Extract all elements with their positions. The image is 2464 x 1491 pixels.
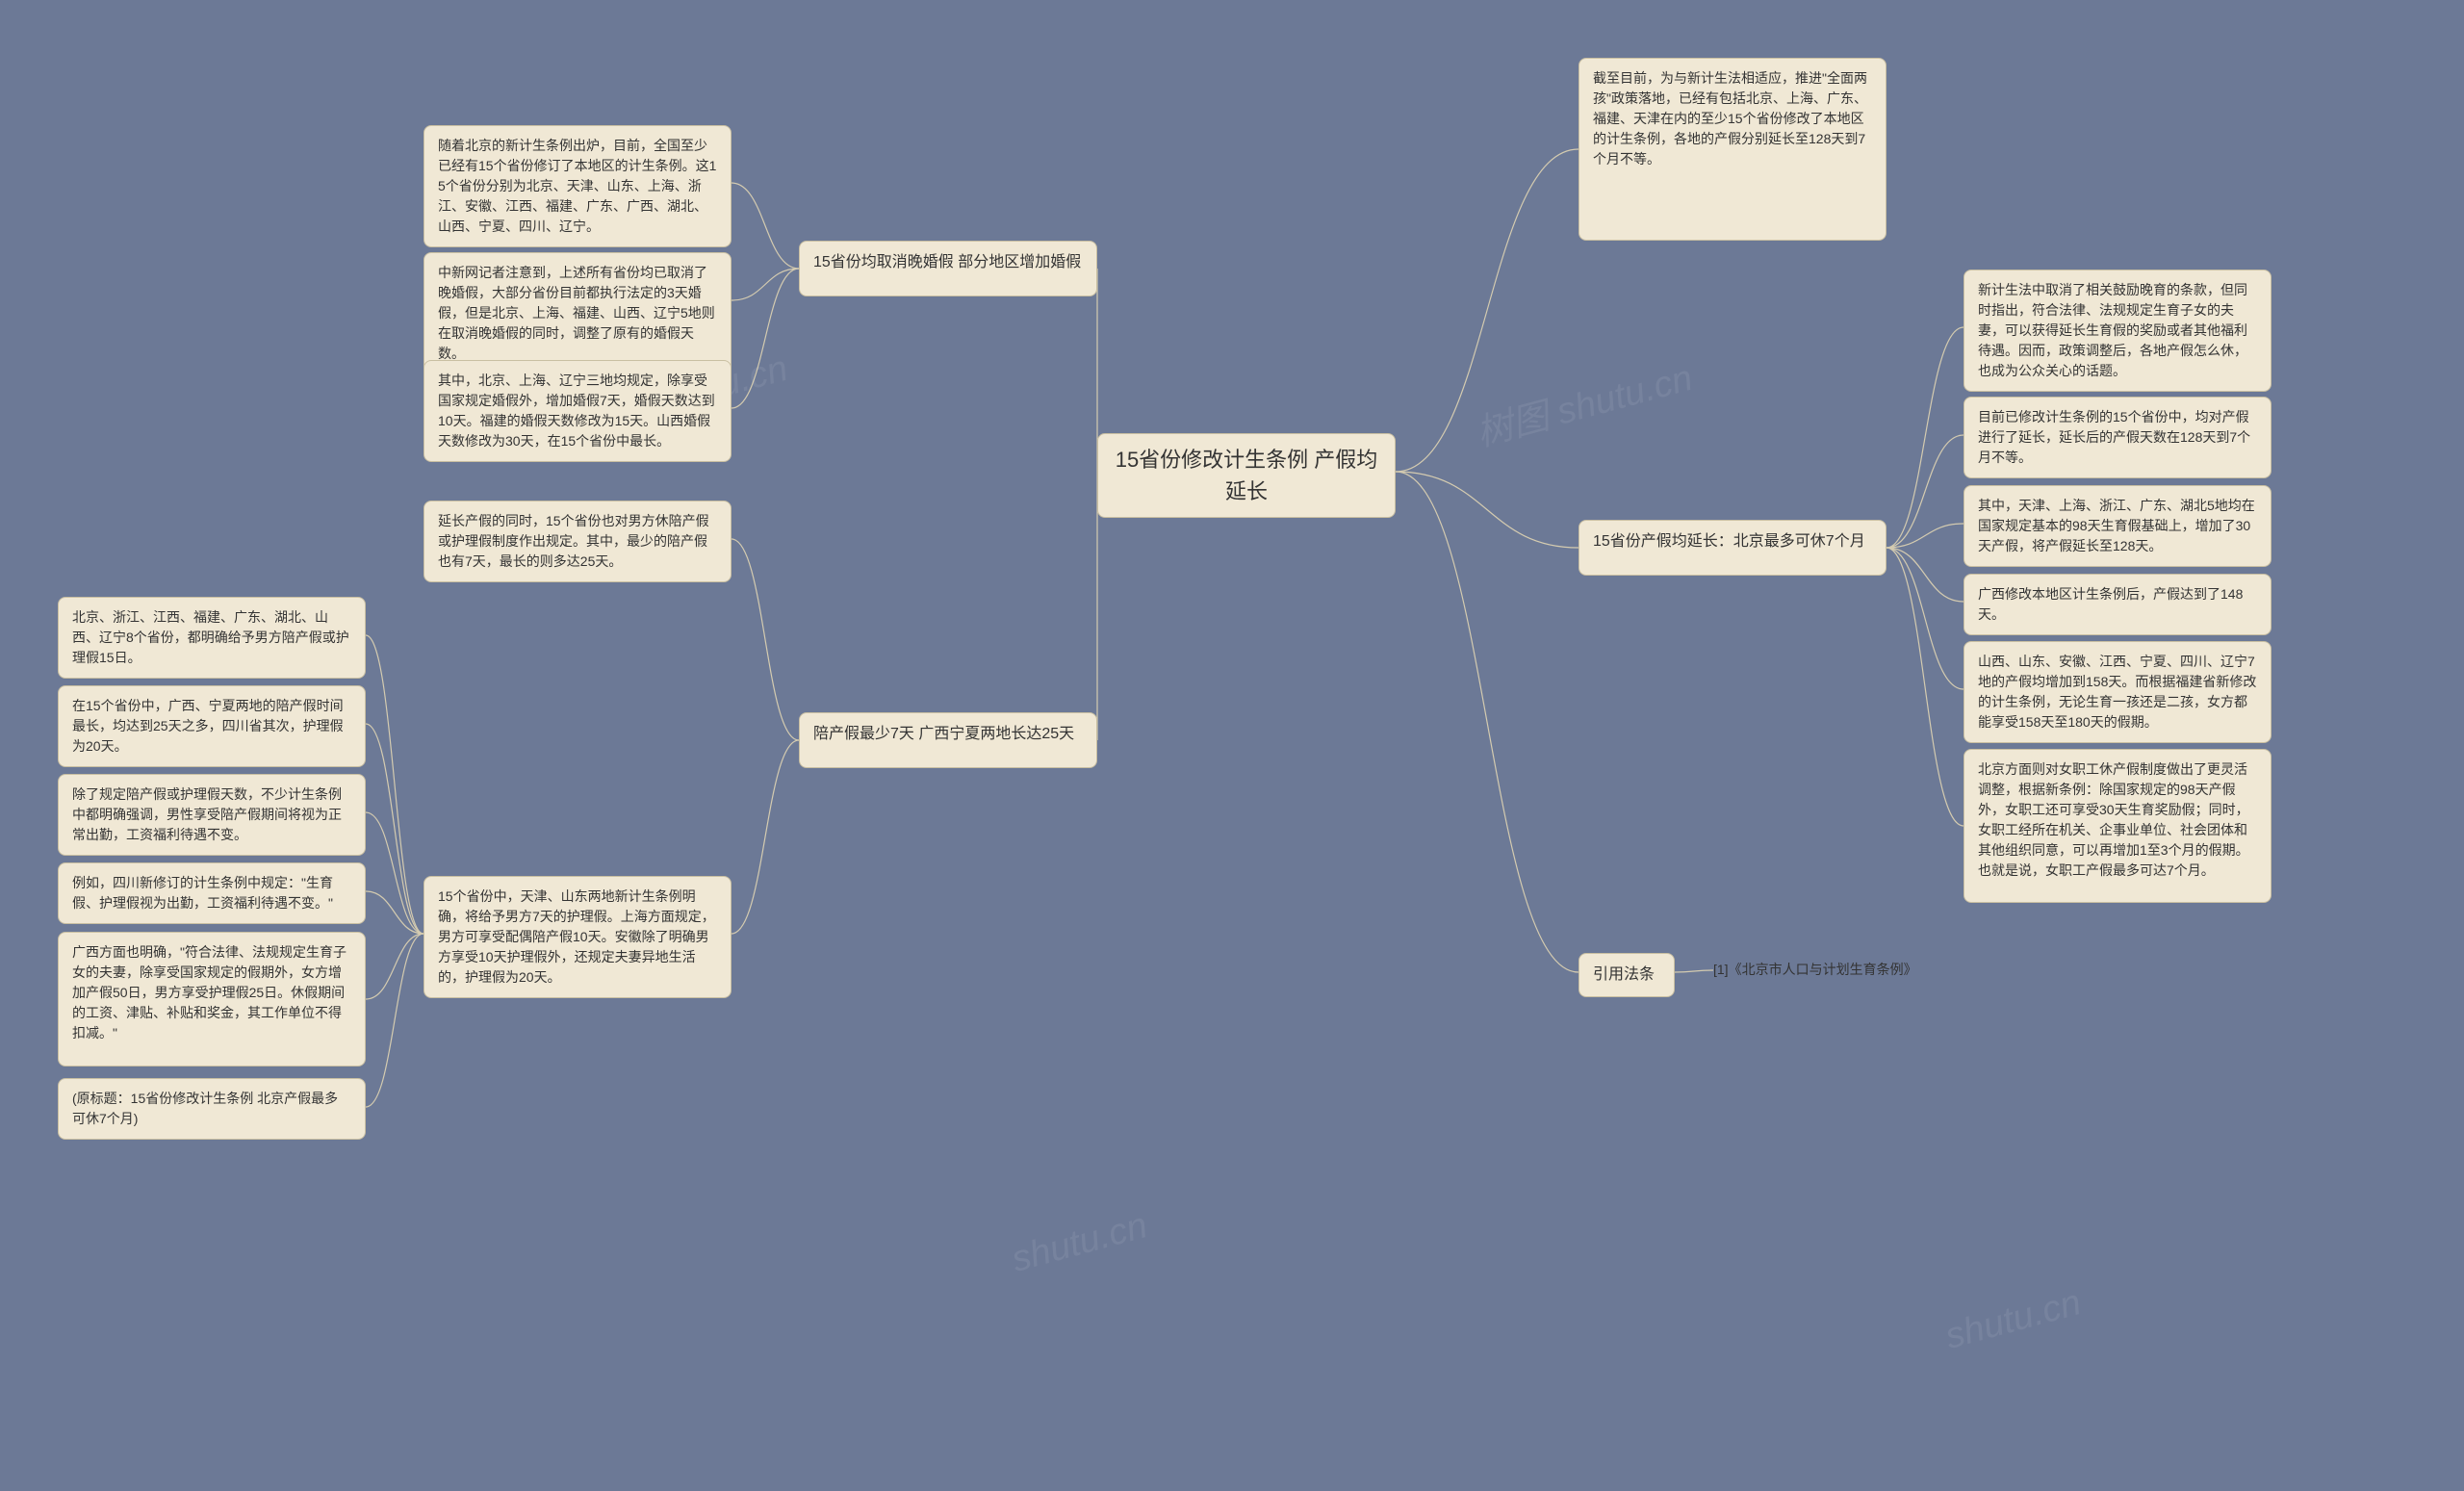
- leaf-node: 其中，天津、上海、浙江、广东、湖北5地均在国家规定基本的98天生育假基础上，增加…: [1964, 485, 2272, 567]
- leaf-node: 新计生法中取消了相关鼓励晚育的条款，但同时指出，符合法律、法规规定生育子女的夫妻…: [1964, 270, 2272, 392]
- leaf-node: (原标题：15省份修改计生条例 北京产假最多可休7个月): [58, 1078, 366, 1140]
- branch-paternity: 陪产假最少7天 广西宁夏两地长达25天: [799, 712, 1097, 768]
- leaf-node: 除了规定陪产假或护理假天数，不少计生条例中都明确强调，男性享受陪产假期间将视为正…: [58, 774, 366, 856]
- leaf-node: 目前已修改计生条例的15个省份中，均对产假进行了延长，延长后的产假天数在128天…: [1964, 397, 2272, 478]
- leaf-node: 中新网记者注意到，上述所有省份均已取消了晚婚假，大部分省份目前都执行法定的3天婚…: [424, 252, 732, 374]
- leaf-node: 北京方面则对女职工休产假制度做出了更灵活调整，根据新条例：除国家规定的98天产假…: [1964, 749, 2272, 903]
- branch-marriage: 15省份均取消晚婚假 部分地区增加婚假: [799, 241, 1097, 296]
- leaf-node: 广西修改本地区计生条例后，产假达到了148天。: [1964, 574, 2272, 635]
- branch-reference: 引用法条: [1578, 953, 1675, 997]
- reference-item: [1]《北京市人口与计划生育条例》: [1713, 956, 2021, 992]
- watermark: shutu.cn: [1941, 1282, 2086, 1358]
- leaf-node: 山西、山东、安徽、江西、宁夏、四川、辽宁7地的产假均增加到158天。而根据福建省…: [1964, 641, 2272, 743]
- watermark: shutu.cn: [1008, 1205, 1152, 1281]
- leaf-node: 随着北京的新计生条例出炉，目前，全国至少已经有15个省份修订了本地区的计生条例。…: [424, 125, 732, 247]
- branch-extend: 15省份产假均延长：北京最多可休7个月: [1578, 520, 1886, 576]
- leaf-node: 在15个省份中，广西、宁夏两地的陪产假时间最长，均达到25天之多，四川省其次，护…: [58, 685, 366, 767]
- watermark: 树图 shutu.cn: [1470, 347, 1698, 456]
- link-layer: [0, 0, 2464, 1491]
- sub-group-node: 15个省份中，天津、山东两地新计生条例明确，将给予男方7天的护理假。上海方面规定…: [424, 876, 732, 998]
- root-node: 15省份修改计生条例 产假均延长: [1097, 433, 1396, 518]
- right-summary-node: 截至目前，为与新计生法相适应，推进"全面两孩"政策落地，已经有包括北京、上海、广…: [1578, 58, 1886, 241]
- leaf-node: 北京、浙江、江西、福建、广东、湖北、山西、辽宁8个省份，都明确给予男方陪产假或护…: [58, 597, 366, 679]
- leaf-node: 其中，北京、上海、辽宁三地均规定，除享受国家规定婚假外，增加婚假7天，婚假天数达…: [424, 360, 732, 462]
- leaf-node: 例如，四川新修订的计生条例中规定："生育假、护理假视为出勤，工资福利待遇不变。": [58, 862, 366, 924]
- mindmap-canvas: 树图 shutu.cn 树图 shutu.cn shutu.cn shutu.c…: [0, 0, 2464, 1491]
- leaf-node: 广西方面也明确，"符合法律、法规规定生育子女的夫妻，除享受国家规定的假期外，女方…: [58, 932, 366, 1067]
- leaf-node: 延长产假的同时，15个省份也对男方休陪产假或护理假制度作出规定。其中，最少的陪产…: [424, 501, 732, 582]
